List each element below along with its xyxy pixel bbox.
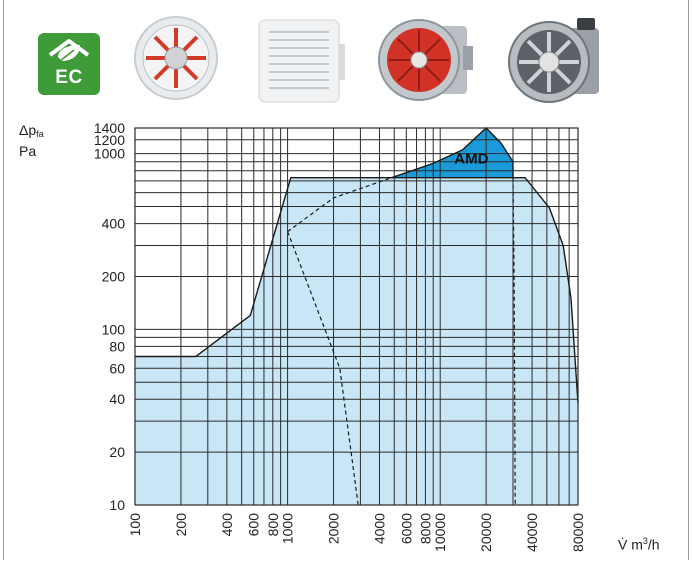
- y-tick-label: 40: [109, 391, 125, 407]
- x-tick-label: 8000: [417, 513, 433, 544]
- x-tick-label: 200: [173, 513, 189, 537]
- x-axis-unit-base: m: [631, 536, 643, 553]
- amd-series-label: AMD: [454, 150, 488, 167]
- y-tick-label: 10: [109, 497, 125, 513]
- ec-badge-text: EC: [55, 67, 83, 88]
- louvred-wall-fan-icon: [258, 19, 345, 103]
- y-tick-label: 200: [102, 268, 126, 284]
- axial-duct-fan-red-icon: [378, 19, 473, 101]
- y-tick-label: 20: [109, 444, 125, 460]
- y-axis-symbol: Δp: [19, 122, 37, 138]
- x-tick-label: 6000: [398, 513, 414, 544]
- x-tick-label: 1000: [280, 513, 296, 544]
- x-axis-unit-exponent: 3: [642, 536, 648, 546]
- envelope-outline: [135, 176, 579, 404]
- x-tick-label: 4000: [371, 513, 387, 544]
- x-axis-unit-tail: /h: [647, 536, 660, 553]
- plot-border: [134, 127, 579, 506]
- y-tick-label: 1400: [94, 120, 125, 136]
- y-tick-label: 1200: [94, 132, 125, 148]
- y-tick-label: 1000: [94, 146, 125, 162]
- dashed-curve: [287, 177, 392, 233]
- dashed-curve: [287, 231, 359, 506]
- x-tick-label: 40000: [524, 513, 540, 552]
- x-tick-label: 2000: [326, 513, 342, 544]
- y-axis-unit: Pa: [19, 143, 37, 159]
- x-tick-label: 100: [127, 513, 143, 537]
- y-tick-label: 100: [102, 321, 126, 337]
- x-tick-label: 10000: [432, 513, 448, 552]
- y-axis-label: Δpfa Pa: [19, 122, 44, 160]
- leaf-house-icon: [48, 39, 90, 62]
- x-tick-label: 80000: [570, 513, 586, 552]
- y-tick-label: 400: [102, 216, 126, 232]
- chart-frame: [3, 0, 689, 560]
- axial-duct-fan-silver-icon: [508, 18, 599, 103]
- x-tick-label: 20000: [478, 513, 494, 552]
- y-tick-label: 80: [109, 338, 125, 354]
- dashed-curve: [512, 177, 516, 506]
- y-axis-subscript: fa: [36, 129, 44, 139]
- product-icons-row: EC: [0, 0, 692, 110]
- y-tick-label: 60: [109, 360, 125, 376]
- envelope-area: [135, 177, 578, 505]
- ec-badge: EC: [38, 33, 100, 95]
- x-tick-label: 800: [265, 513, 281, 537]
- x-axis-symbol: V̇: [618, 536, 628, 553]
- x-axis-label: V̇ m3/h: [618, 536, 660, 553]
- x-tick-label: 400: [219, 513, 235, 537]
- x-tick-label: 600: [246, 513, 262, 537]
- wall-fan-red-blades-icon: [134, 16, 218, 100]
- amd-area: [391, 128, 513, 178]
